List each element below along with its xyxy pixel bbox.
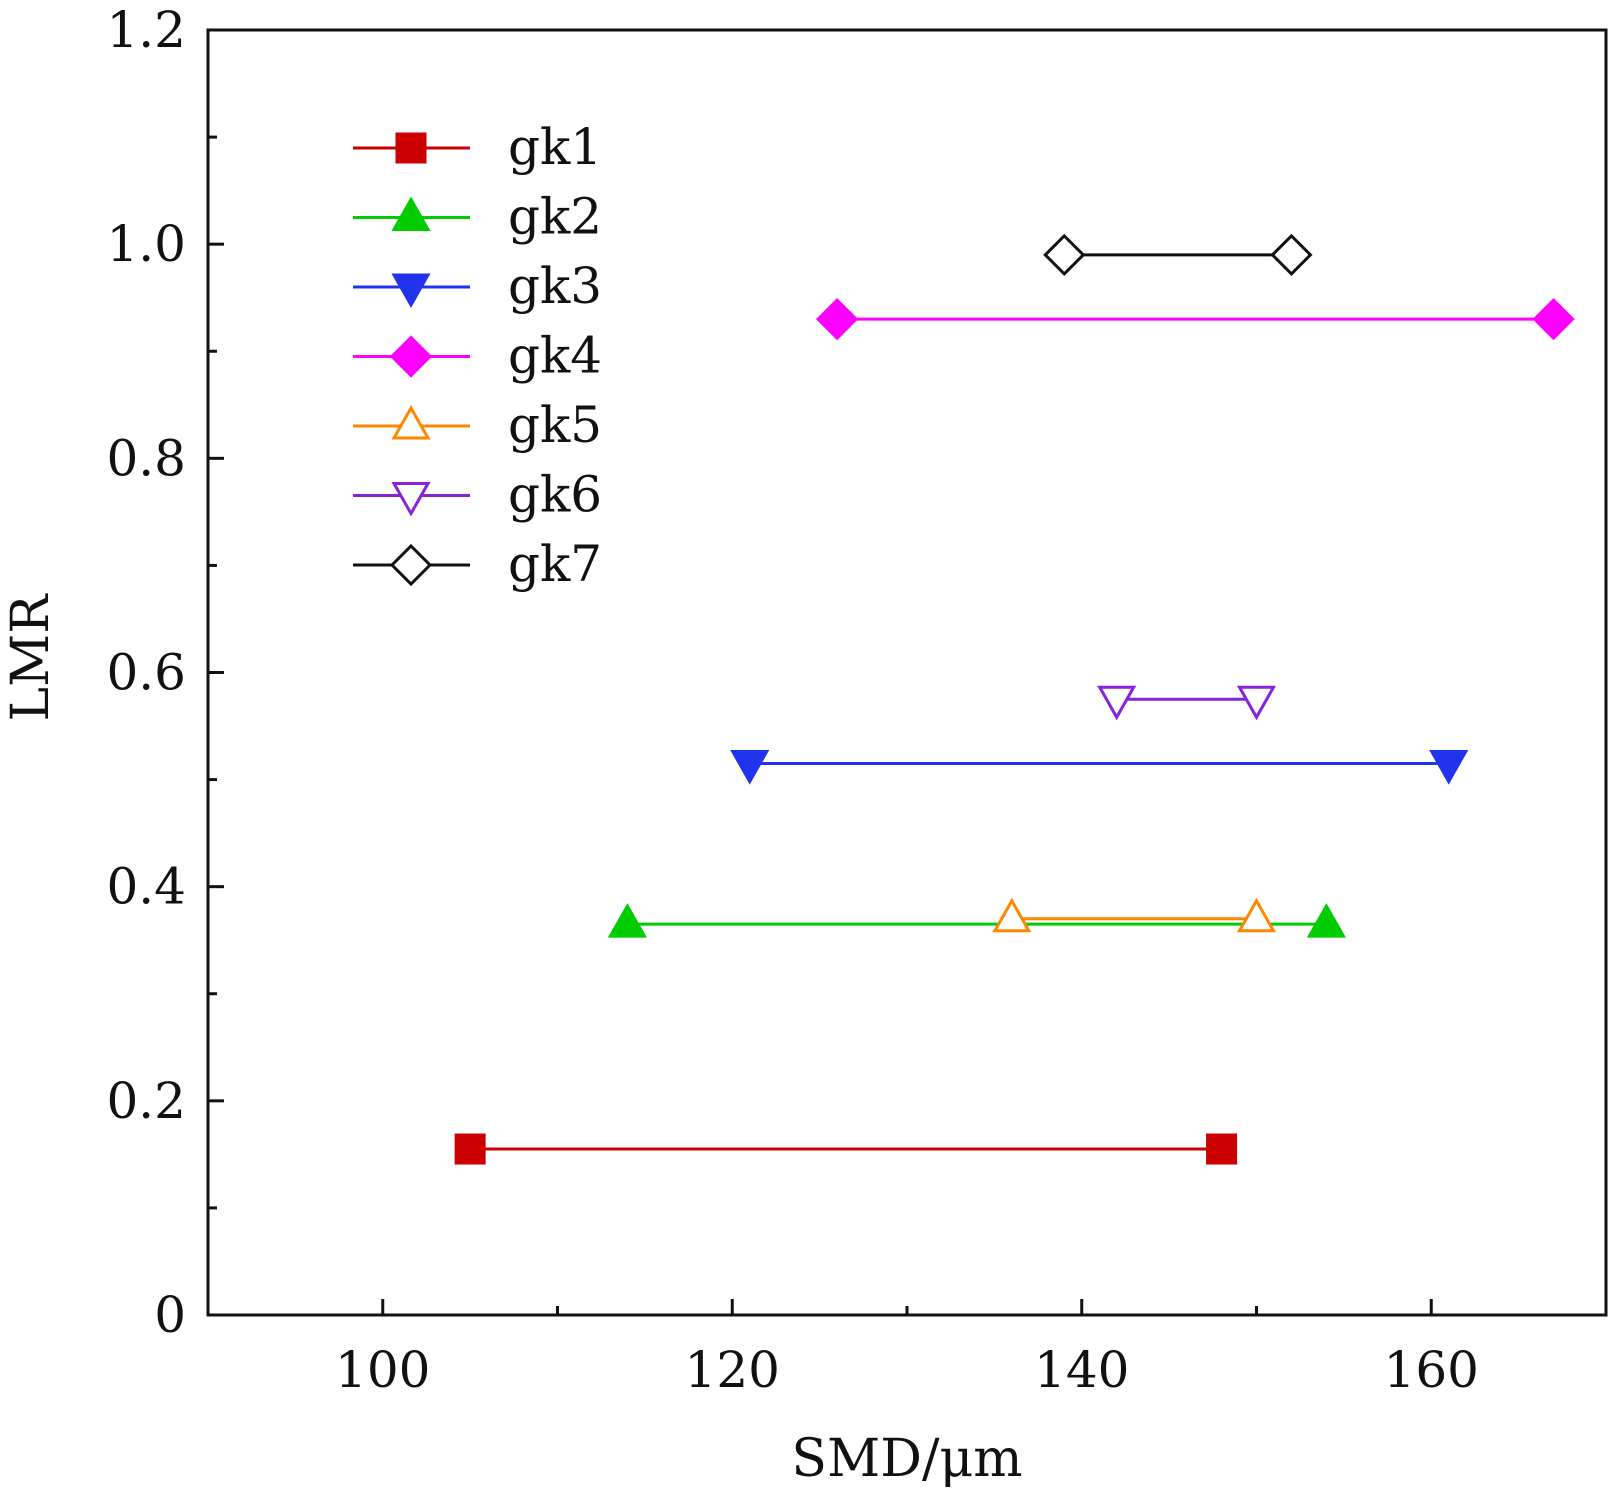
data-point — [730, 750, 770, 785]
legend-marker — [395, 132, 427, 164]
data-point — [1236, 685, 1277, 721]
series-gk1 — [454, 1133, 1238, 1165]
y-tick-label: 0.8 — [106, 429, 186, 487]
legend-label: gk7 — [508, 535, 602, 593]
y-tick-label: 1.2 — [106, 1, 186, 59]
x-tick-label: 100 — [335, 1341, 430, 1399]
legend-marker — [389, 543, 433, 587]
y-tick-label: 0 — [154, 1286, 186, 1344]
legend-label: gk2 — [508, 188, 602, 246]
data-point — [1097, 685, 1137, 721]
series-gk6 — [1097, 685, 1277, 721]
data-point — [1043, 233, 1086, 276]
legend-marker — [391, 196, 431, 231]
series-gk3 — [730, 750, 1469, 785]
legend-marker — [389, 335, 433, 378]
data-point — [1306, 903, 1346, 938]
series-gk5 — [992, 897, 1277, 933]
y-tick-label: 0.6 — [106, 644, 186, 702]
data-point — [1206, 1133, 1238, 1165]
legend-marker — [391, 404, 431, 440]
legend: gk1 gk2 gk3 gk4 gk5 gk6 gk7 — [353, 118, 602, 593]
plot-area: 100 120 140 160 0 0.2 0.4 0.6 0.8 1.0 1.2 gk1 gk2 gk3… — [106, 1, 1608, 1399]
y-axis-title: LMR — [1, 593, 61, 722]
y-tick-label: 0.4 — [106, 858, 186, 916]
data-point — [1236, 897, 1277, 933]
data-point — [815, 298, 859, 341]
data-point — [454, 1133, 486, 1165]
data-point — [1270, 233, 1313, 276]
data-point — [607, 903, 647, 938]
series-gk2 — [607, 903, 1346, 938]
data-point — [1429, 750, 1469, 785]
series-gk7 — [1043, 233, 1313, 276]
legend-label: gk1 — [508, 118, 602, 176]
legend-label: gk6 — [508, 466, 602, 524]
data-point — [992, 897, 1032, 933]
x-tick-label: 160 — [1384, 1341, 1479, 1399]
x-tick-label: 120 — [685, 1341, 780, 1399]
legend-marker — [391, 273, 431, 309]
data-point — [1532, 298, 1575, 341]
legend-label: gk5 — [508, 396, 602, 454]
series-gk4 — [815, 298, 1575, 341]
y-tick-label: 0.2 — [106, 1072, 186, 1130]
legend-marker — [391, 482, 431, 517]
legend-label: gk3 — [508, 257, 602, 315]
y-tick-label: 1.0 — [106, 215, 186, 273]
x-axis-title: SMD/μm — [791, 1429, 1022, 1489]
legend-label: gk4 — [508, 327, 602, 385]
x-tick-label: 140 — [1034, 1341, 1129, 1399]
